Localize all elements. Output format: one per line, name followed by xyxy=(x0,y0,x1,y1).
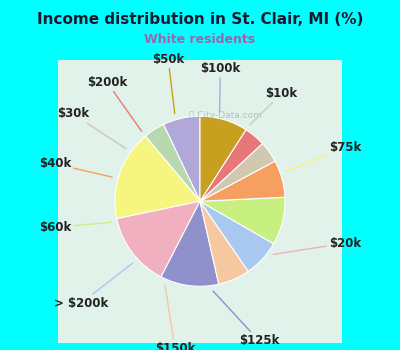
Text: $60k: $60k xyxy=(39,221,111,234)
Text: Income distribution in St. Clair, MI (%): Income distribution in St. Clair, MI (%) xyxy=(37,12,363,27)
Text: White residents: White residents xyxy=(144,33,256,46)
Wedge shape xyxy=(200,201,248,284)
Text: $75k: $75k xyxy=(286,141,361,171)
Wedge shape xyxy=(164,116,200,201)
Text: $125k: $125k xyxy=(213,291,279,347)
Wedge shape xyxy=(200,201,274,271)
Text: $30k: $30k xyxy=(57,107,126,148)
Wedge shape xyxy=(200,144,275,201)
Wedge shape xyxy=(200,116,246,201)
Wedge shape xyxy=(145,125,200,201)
Text: $40k: $40k xyxy=(39,158,112,177)
FancyBboxPatch shape xyxy=(7,14,393,350)
Text: $10k: $10k xyxy=(250,87,298,125)
Text: > $200k: > $200k xyxy=(54,263,133,310)
Wedge shape xyxy=(115,136,200,219)
Text: $150k: $150k xyxy=(155,285,195,350)
Text: $100k: $100k xyxy=(200,62,240,112)
Text: $20k: $20k xyxy=(273,237,361,254)
Wedge shape xyxy=(200,197,285,244)
Wedge shape xyxy=(200,161,285,201)
Wedge shape xyxy=(200,130,262,201)
Text: $200k: $200k xyxy=(87,76,142,131)
Wedge shape xyxy=(161,201,219,286)
Text: Ⓒ City-Data.com: Ⓒ City-Data.com xyxy=(190,111,262,120)
Text: $50k: $50k xyxy=(152,53,184,114)
Wedge shape xyxy=(117,201,200,277)
